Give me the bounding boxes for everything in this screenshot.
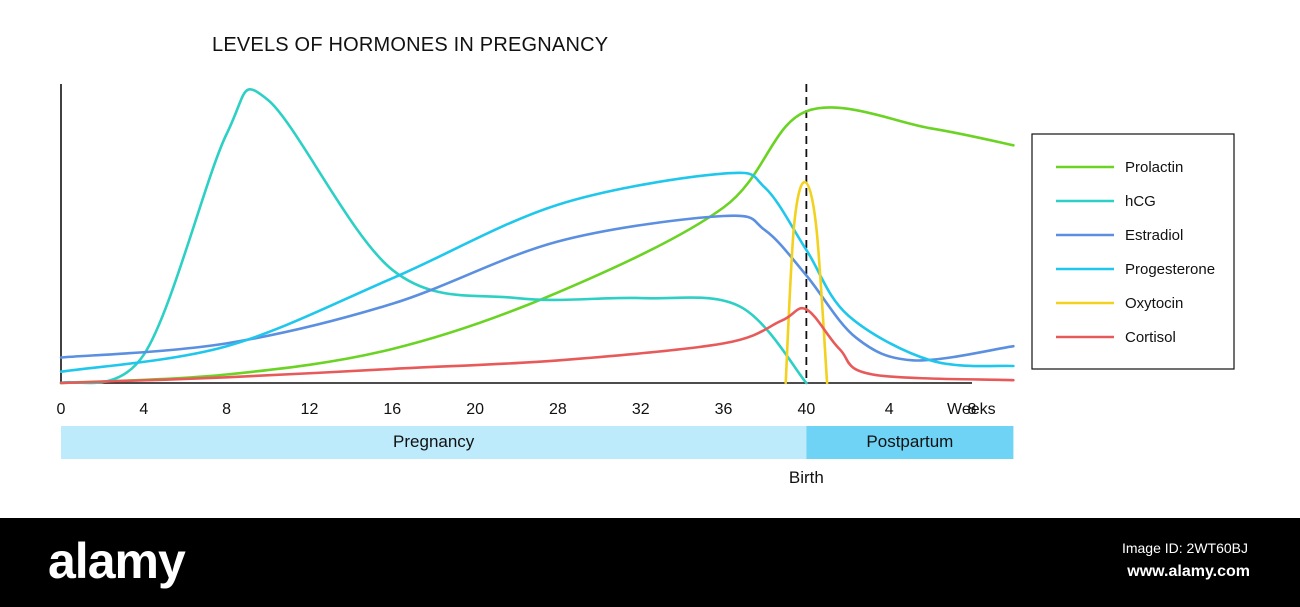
x-tick-label: 40 xyxy=(797,401,815,418)
series-line-estradiol xyxy=(59,214,1015,362)
x-tick-label: 28 xyxy=(549,401,567,418)
x-tick-label: 12 xyxy=(301,401,319,418)
series-line-hcg xyxy=(59,88,808,385)
series-line-progesterone xyxy=(59,171,1015,373)
phase-band-postpartum xyxy=(806,426,1014,459)
x-tick-label: 4 xyxy=(885,401,894,418)
legend-label-cortisol: Cortisol xyxy=(1125,329,1176,346)
x-unit-label: Weeks xyxy=(947,401,996,418)
legend-box xyxy=(1031,133,1235,370)
series-line-cortisol xyxy=(59,307,1015,385)
series-line-prolactin xyxy=(59,106,1015,385)
legend-label-progesterone: Progesterone xyxy=(1125,261,1215,278)
phase-label-postpartum: Postpartum xyxy=(866,432,953,451)
x-tick-label: 16 xyxy=(383,401,401,418)
x-tick-label: 8 xyxy=(968,401,977,418)
phase-band-pregnancy xyxy=(61,426,807,459)
x-tick-label: 32 xyxy=(632,401,650,418)
legend-label-hcg: hCG xyxy=(1125,193,1156,210)
alamy-logo: alamy xyxy=(48,533,186,589)
x-tick-label: 0 xyxy=(57,401,66,418)
hormone-chart: Pregnancy Postpartum Birth 0 4 8 12 16 20 28 32 3… xyxy=(57,84,1235,487)
legend-label-oxytocin: Oxytocin xyxy=(1125,295,1183,312)
birth-label: Birth xyxy=(789,468,824,487)
legend-label-prolactin: Prolactin xyxy=(1125,159,1183,176)
site-url: www.alamy.com xyxy=(1127,563,1250,580)
x-tick-label: 20 xyxy=(466,401,484,418)
watermark-footer: alamy Image ID: 2WT60BJ www.alamy.com xyxy=(0,518,1300,607)
x-tick-label: 36 xyxy=(715,401,733,418)
chart-title: LEVELS OF HORMONES IN PREGNANCY xyxy=(212,34,609,56)
x-tick-label: 4 xyxy=(139,401,148,418)
x-tick-label: 8 xyxy=(222,401,231,418)
series-line-oxytocin xyxy=(784,180,829,385)
image-id: Image ID: 2WT60BJ xyxy=(1121,540,1248,556)
legend-label-estradiol: Estradiol xyxy=(1125,227,1183,244)
phase-label-pregnancy: Pregnancy xyxy=(393,432,475,451)
